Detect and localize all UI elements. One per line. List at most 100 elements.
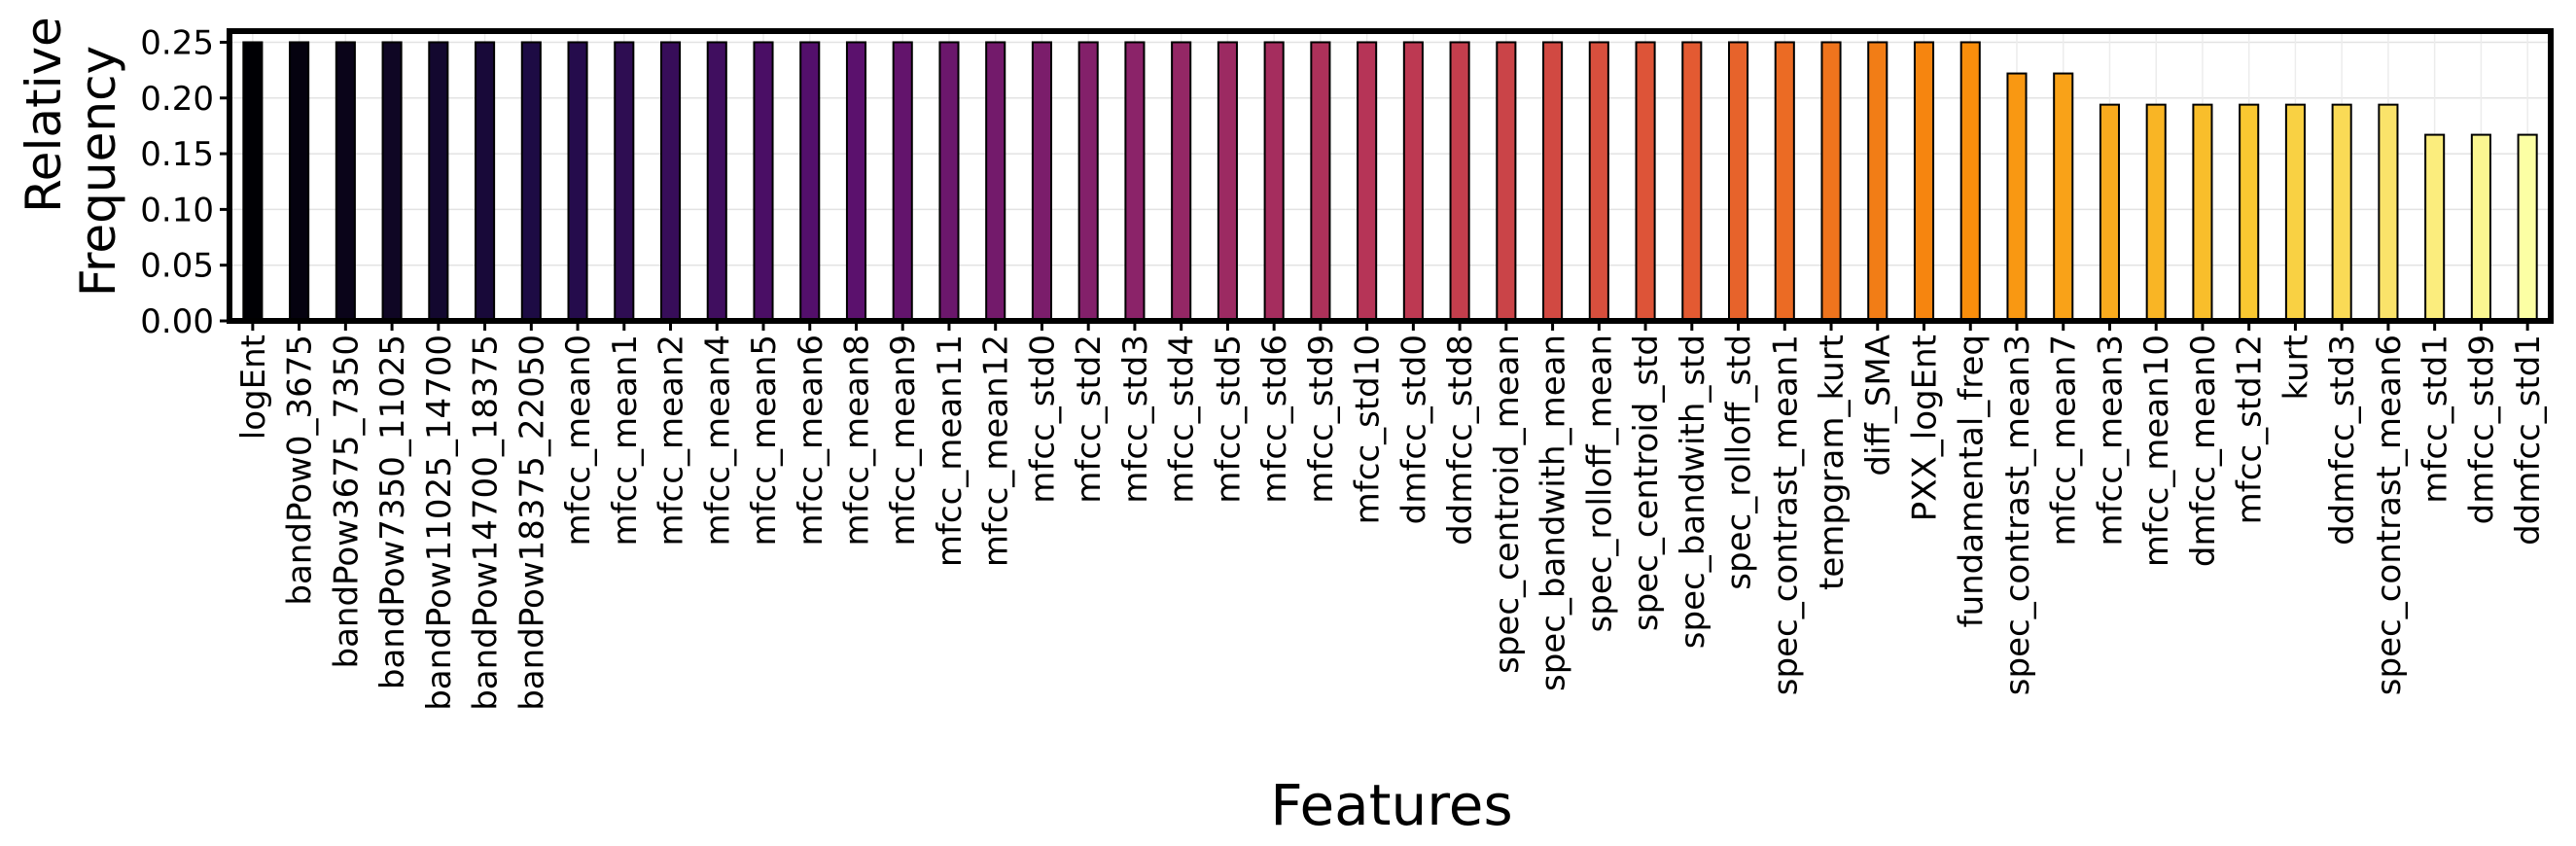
- bar-spec_rolloff_std: [1728, 41, 1749, 322]
- bar-mfcc_mean0: [567, 41, 588, 322]
- x-tick-label: dmfcc_std0: [1394, 335, 1433, 524]
- y-tick-label: 0.25: [140, 23, 214, 62]
- bar-mfcc_mean11: [938, 41, 960, 322]
- x-tick-label: mfcc_std2: [1070, 335, 1109, 504]
- bar-bandPow18375_22050: [520, 41, 542, 322]
- y-ticks: 0.00 0.05 0.10 0.15 0.20 0.25: [140, 23, 229, 341]
- bar-bandPow14700_18375: [475, 41, 496, 322]
- bar-mfcc_std1: [2424, 133, 2446, 322]
- bar-mfcc_mean12: [985, 41, 1006, 322]
- x-tick-label: bandPow14700_18375: [467, 335, 506, 711]
- bar-dmfcc_std9: [2470, 133, 2491, 322]
- y-tick-label: 0.05: [140, 247, 214, 286]
- bar-mfcc_std5: [1217, 41, 1238, 322]
- x-tick-label: ddmfcc_std1: [2509, 335, 2548, 546]
- x-tick-label: kurt: [2276, 335, 2315, 401]
- x-ticks: logEnt bandPow0_3675 bandPow3675_7350 bandP…: [234, 321, 2548, 711]
- bar-mfcc_std10: [1357, 41, 1378, 322]
- bar-mfcc_mean2: [659, 41, 682, 322]
- bar-tempgram_kurt: [1820, 41, 1842, 322]
- x-tick-label: spec_contrast_mean1: [1766, 335, 1805, 695]
- x-tick-label: mfcc_mean9: [884, 335, 923, 546]
- bar-dmfcc_mean0: [2192, 103, 2213, 323]
- x-tick-label: mfcc_mean5: [745, 335, 784, 546]
- bar-mfcc_std3: [1124, 41, 1146, 322]
- x-tick-label: bandPow3675_7350: [327, 335, 366, 669]
- bars: [242, 41, 2538, 323]
- x-tick-label: ddmfcc_std8: [1441, 335, 1480, 546]
- x-tick-label: mfcc_std10: [1349, 335, 1388, 524]
- x-tick-label: mfcc_mean1: [606, 335, 645, 546]
- bar-ddmfcc_std3: [2331, 103, 2352, 323]
- bar-ddmfcc_std1: [2517, 133, 2538, 322]
- bar-PXX_logEnt: [1913, 41, 1935, 322]
- x-tick-label: spec_rolloff_mean: [1580, 335, 1619, 632]
- bar-mfcc_std9: [1310, 41, 1331, 322]
- x-tick-label: spec_centroid_mean: [1488, 335, 1527, 674]
- y-tick-label: 0.10: [140, 191, 214, 229]
- x-tick-label: bandPow18375_22050: [512, 335, 551, 711]
- bar-spec_contrast_mean6: [2378, 103, 2399, 323]
- x-tick-label: mfcc_mean2: [653, 335, 691, 546]
- y-axis-label-line-2: Frequency: [70, 46, 126, 297]
- bar-mfcc_mean4: [706, 41, 727, 322]
- x-tick-label: dmfcc_std9: [2462, 335, 2501, 524]
- x-tick-label: spec_centroid_std: [1627, 335, 1666, 631]
- bar-mfcc_std2: [1077, 41, 1099, 322]
- bar-ddmfcc_std8: [1449, 41, 1470, 322]
- x-tick-label: tempgram_kurt: [1813, 335, 1852, 590]
- x-tick-label: PXX_logEnt: [1906, 335, 1945, 521]
- x-tick-label: mfcc_std9: [1302, 335, 1341, 504]
- bar-mfcc_mean6: [799, 41, 821, 322]
- x-tick-label: spec_contrast_mean3: [1998, 335, 2037, 695]
- y-tick-label: 0.00: [140, 302, 214, 341]
- x-tick-label: mfcc_std3: [1116, 335, 1155, 504]
- x-tick-label: mfcc_mean7: [2045, 335, 2084, 546]
- bar-mfcc_mean9: [892, 41, 913, 322]
- x-tick-label: mfcc_mean3: [2091, 335, 2130, 546]
- x-tick-label: mfcc_mean10: [2137, 335, 2176, 567]
- x-tick-label: mfcc_mean0: [559, 335, 598, 546]
- bar-spec_bandwith_std: [1681, 41, 1703, 322]
- bar-mfcc_mean7: [2053, 72, 2074, 322]
- bar-kurt: [2284, 103, 2306, 323]
- x-tick-label: mfcc_std0: [1023, 335, 1062, 504]
- x-tick-label: spec_contrast_mean6: [2370, 335, 2409, 695]
- bar-diff_SMA: [1867, 41, 1888, 322]
- y-axis-label-line-1: Relative: [16, 17, 72, 213]
- bar-spec_centroid_mean: [1496, 41, 1517, 322]
- bar-spec_rolloff_mean: [1588, 41, 1609, 322]
- bar-mfcc_std0: [1031, 41, 1052, 322]
- bar-bandPow3675_7350: [335, 41, 356, 322]
- bar-mfcc_std4: [1171, 41, 1192, 322]
- x-tick-label: mfcc_std6: [1255, 335, 1294, 504]
- bar-spec_bandwith_mean: [1542, 41, 1564, 322]
- x-tick-label: mfcc_std1: [2417, 335, 2455, 504]
- x-tick-label: spec_rolloff_std: [1720, 335, 1759, 590]
- bar-spec_centroid_std: [1635, 41, 1656, 322]
- bar-mfcc_mean3: [2099, 103, 2121, 323]
- y-tick-label: 0.15: [140, 135, 214, 174]
- x-tick-label: mfcc_mean6: [792, 335, 830, 546]
- bar-spec_contrast_mean3: [2006, 72, 2028, 322]
- x-tick-label: spec_bandwith_std: [1674, 335, 1712, 649]
- bar-mfcc_mean5: [753, 41, 774, 322]
- x-tick-label: mfcc_std4: [1163, 335, 1202, 504]
- x-tick-label: mfcc_mean11: [931, 335, 970, 567]
- bar-logEnt: [242, 41, 264, 322]
- x-tick-label: bandPow7350_11025: [373, 335, 412, 689]
- bar-mfcc_mean10: [2145, 103, 2167, 323]
- x-tick-label: bandPow0_3675: [281, 335, 320, 606]
- y-tick-label: 0.20: [140, 80, 214, 119]
- x-tick-label: mfcc_mean8: [837, 335, 876, 546]
- bar-dmfcc_std0: [1402, 41, 1424, 322]
- x-tick-label: fundamental_freq: [1952, 335, 1991, 627]
- bar-mfcc_std12: [2239, 103, 2260, 323]
- x-tick-label: dmfcc_mean0: [2184, 335, 2223, 567]
- x-tick-label: diff_SMA: [1859, 335, 1898, 476]
- x-tick-label: mfcc_std12: [2231, 335, 2270, 524]
- plot-frame: [227, 28, 2554, 324]
- x-tick-label: mfcc_mean4: [698, 335, 737, 546]
